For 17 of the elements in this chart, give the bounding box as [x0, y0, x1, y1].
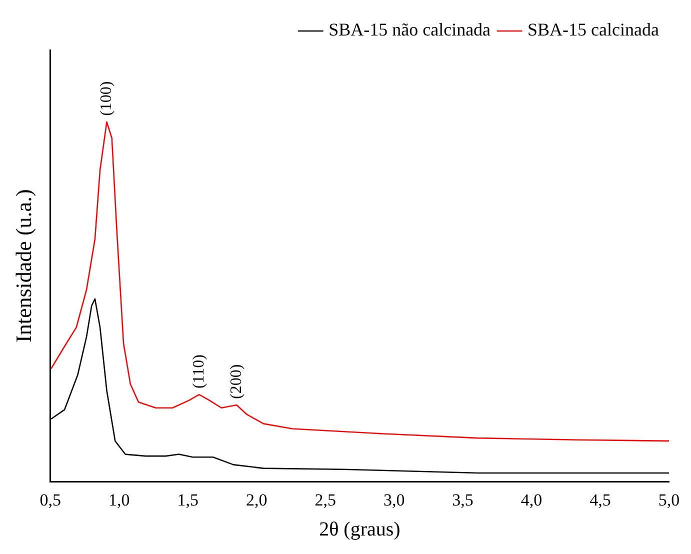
legend-label: SBA-15 calcinada: [528, 20, 660, 40]
y-axis-title: Intensidade (u.a.): [10, 189, 36, 342]
annotation: (110): [190, 354, 208, 389]
x-tick-label: 3,0: [383, 490, 405, 510]
x-tick-label: 1,5: [177, 490, 198, 510]
x-tick-label: 2,0: [246, 490, 268, 510]
x-tick-label: 1,0: [108, 490, 130, 510]
x-tick-label: 2,5: [314, 490, 336, 510]
x-axis-title: 2θ (graus): [319, 518, 400, 540]
x-tick-label: 4,0: [520, 490, 542, 510]
legend-label: SBA-15 não calcinada: [328, 20, 491, 40]
annotation: (200): [228, 364, 245, 399]
x-tick-label: 0,5: [40, 490, 62, 510]
annotation: (100): [98, 81, 115, 116]
x-tick-label: 5,0: [658, 490, 680, 510]
x-tick-label: 4,5: [590, 490, 611, 510]
x-tick-label: 3,5: [452, 490, 474, 510]
